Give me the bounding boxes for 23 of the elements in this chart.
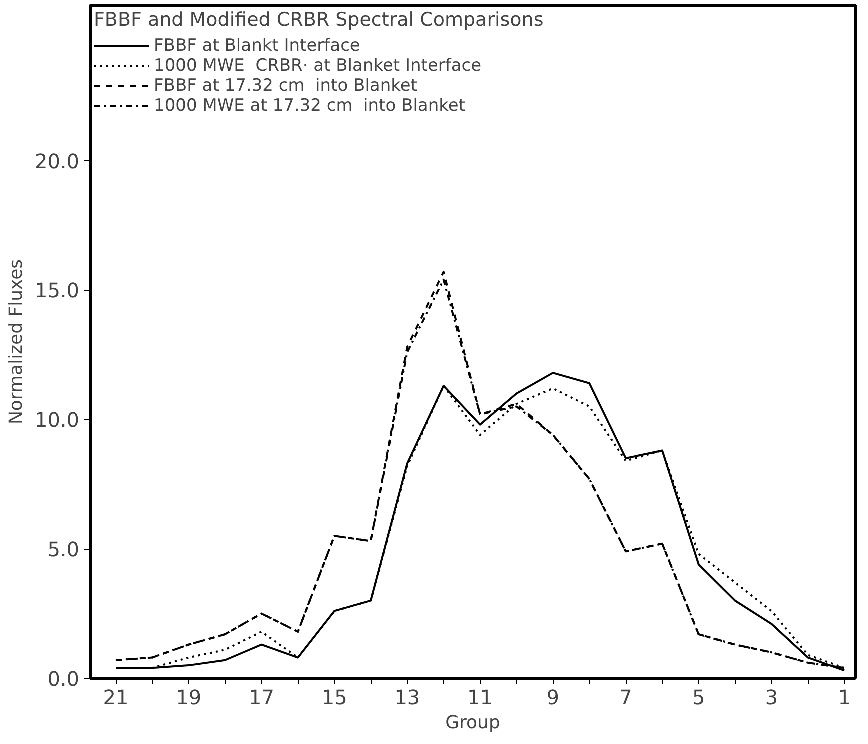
- x-tick-label: 3: [765, 686, 778, 710]
- y-tick-label: 0.0: [48, 667, 80, 691]
- y-tick-label: 20.0: [34, 149, 80, 174]
- y-tick-label: 5.0: [48, 538, 80, 562]
- x-tick-label: 15: [322, 686, 348, 710]
- x-tick-label: 9: [546, 686, 560, 710]
- y-tick-label: 10.0: [34, 408, 80, 432]
- x-axis-title: Group: [446, 712, 500, 734]
- chart-title: FBBF and Modified CRBR Spectral Comparisons: [94, 9, 544, 31]
- x-tick-label: 13: [394, 686, 420, 710]
- x-tick-label: 5: [692, 686, 706, 710]
- legend-label: 1000 MWE CRBR· at Blanket Interface: [154, 56, 482, 76]
- x-tick-label: 19: [176, 686, 202, 710]
- legend-label: FBBF at Blankt Interface: [154, 36, 360, 56]
- legend-label: 1000 MWE at 17.32 cm into Blanket: [154, 96, 466, 116]
- y-axis-title: Normalized Fluxes: [6, 259, 27, 425]
- x-tick-label: 1: [838, 686, 851, 710]
- x-tick-label: 7: [620, 686, 632, 710]
- x-tick-label: 11: [468, 686, 494, 710]
- y-tick-label: 15.0: [34, 278, 80, 303]
- x-tick-label: 17: [248, 686, 274, 710]
- x-tick-label: 21: [103, 686, 129, 710]
- legend-label: FBBF at 17.32 cm into Blanket: [154, 76, 418, 96]
